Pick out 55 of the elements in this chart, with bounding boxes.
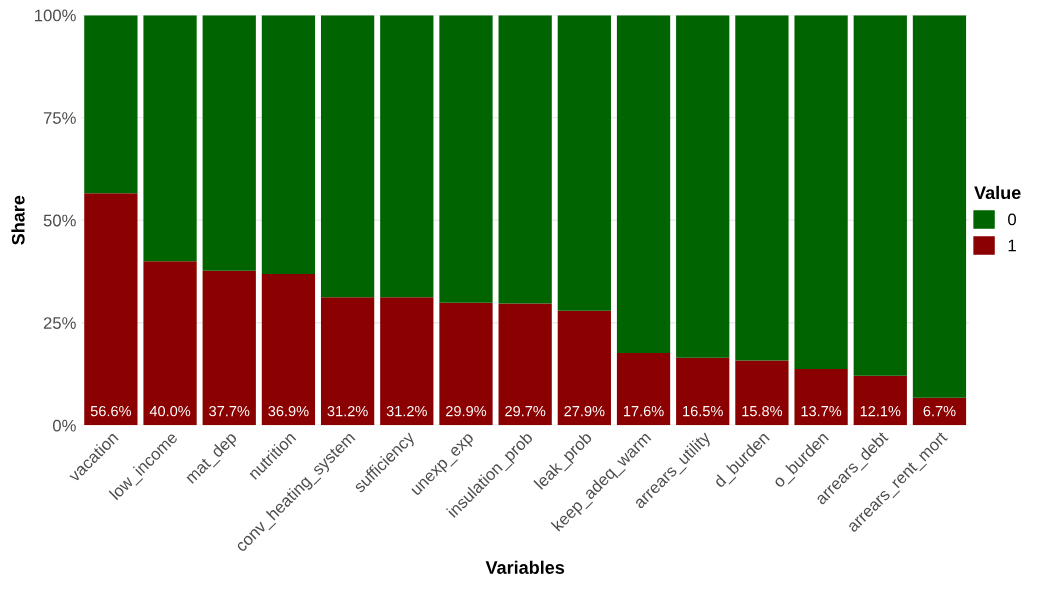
- data-label: 36.9%: [268, 405, 309, 417]
- bar: [84, 193, 138, 426]
- bar: [320, 297, 375, 426]
- bar: [853, 15, 907, 376]
- bar: [498, 303, 552, 426]
- legend-title: Value: [974, 185, 1021, 200]
- legend-label: 1: [1008, 239, 1016, 252]
- data-label: 13.7%: [801, 405, 842, 417]
- data-label: 40.0%: [149, 405, 191, 417]
- bar: [439, 15, 493, 303]
- bar: [912, 397, 967, 426]
- x-axis-title: Variables: [485, 560, 565, 574]
- bar: [794, 15, 848, 370]
- bar: [202, 15, 256, 271]
- bar: [439, 302, 493, 426]
- bar: [261, 15, 316, 274]
- bar: [498, 15, 552, 304]
- bar: [143, 15, 197, 262]
- legend-label: 0: [1008, 213, 1017, 226]
- data-label: 12.1%: [860, 405, 901, 417]
- bar: [143, 261, 197, 426]
- bar: [261, 273, 316, 426]
- bar: [380, 297, 434, 426]
- data-label: 16.5%: [683, 405, 723, 417]
- y-tick-label: 50%: [43, 214, 76, 227]
- bar: [380, 15, 434, 298]
- bar: [202, 270, 256, 426]
- data-label: 15.8%: [742, 405, 783, 417]
- y-tick-label: 0%: [52, 419, 76, 432]
- y-tick-label: 25%: [43, 317, 76, 329]
- data-label: 17.6%: [623, 405, 664, 417]
- bar: [853, 375, 907, 426]
- bar: [794, 369, 848, 426]
- data-label: 27.9%: [564, 405, 605, 417]
- bar: [676, 357, 730, 426]
- data-label: 37.7%: [209, 405, 250, 417]
- data-label: 6.7%: [923, 405, 956, 417]
- data-label: 56.6%: [90, 405, 132, 417]
- y-tick-label: 75%: [43, 112, 76, 124]
- bar: [616, 353, 671, 426]
- bar: [557, 15, 611, 311]
- bar: [320, 15, 375, 298]
- data-label: 31.2%: [327, 405, 368, 417]
- y-tick-label: 100%: [35, 9, 76, 22]
- data-label: 29.9%: [446, 405, 487, 417]
- data-label: 31.2%: [386, 405, 427, 417]
- bar: [84, 15, 138, 194]
- bar: [676, 15, 730, 358]
- bar: [735, 15, 789, 361]
- bar: [912, 15, 967, 398]
- y-axis-title: Share: [11, 195, 25, 245]
- bar: [557, 310, 611, 426]
- bar: [735, 360, 789, 426]
- bar: [616, 15, 671, 354]
- data-label: 29.7%: [505, 405, 546, 417]
